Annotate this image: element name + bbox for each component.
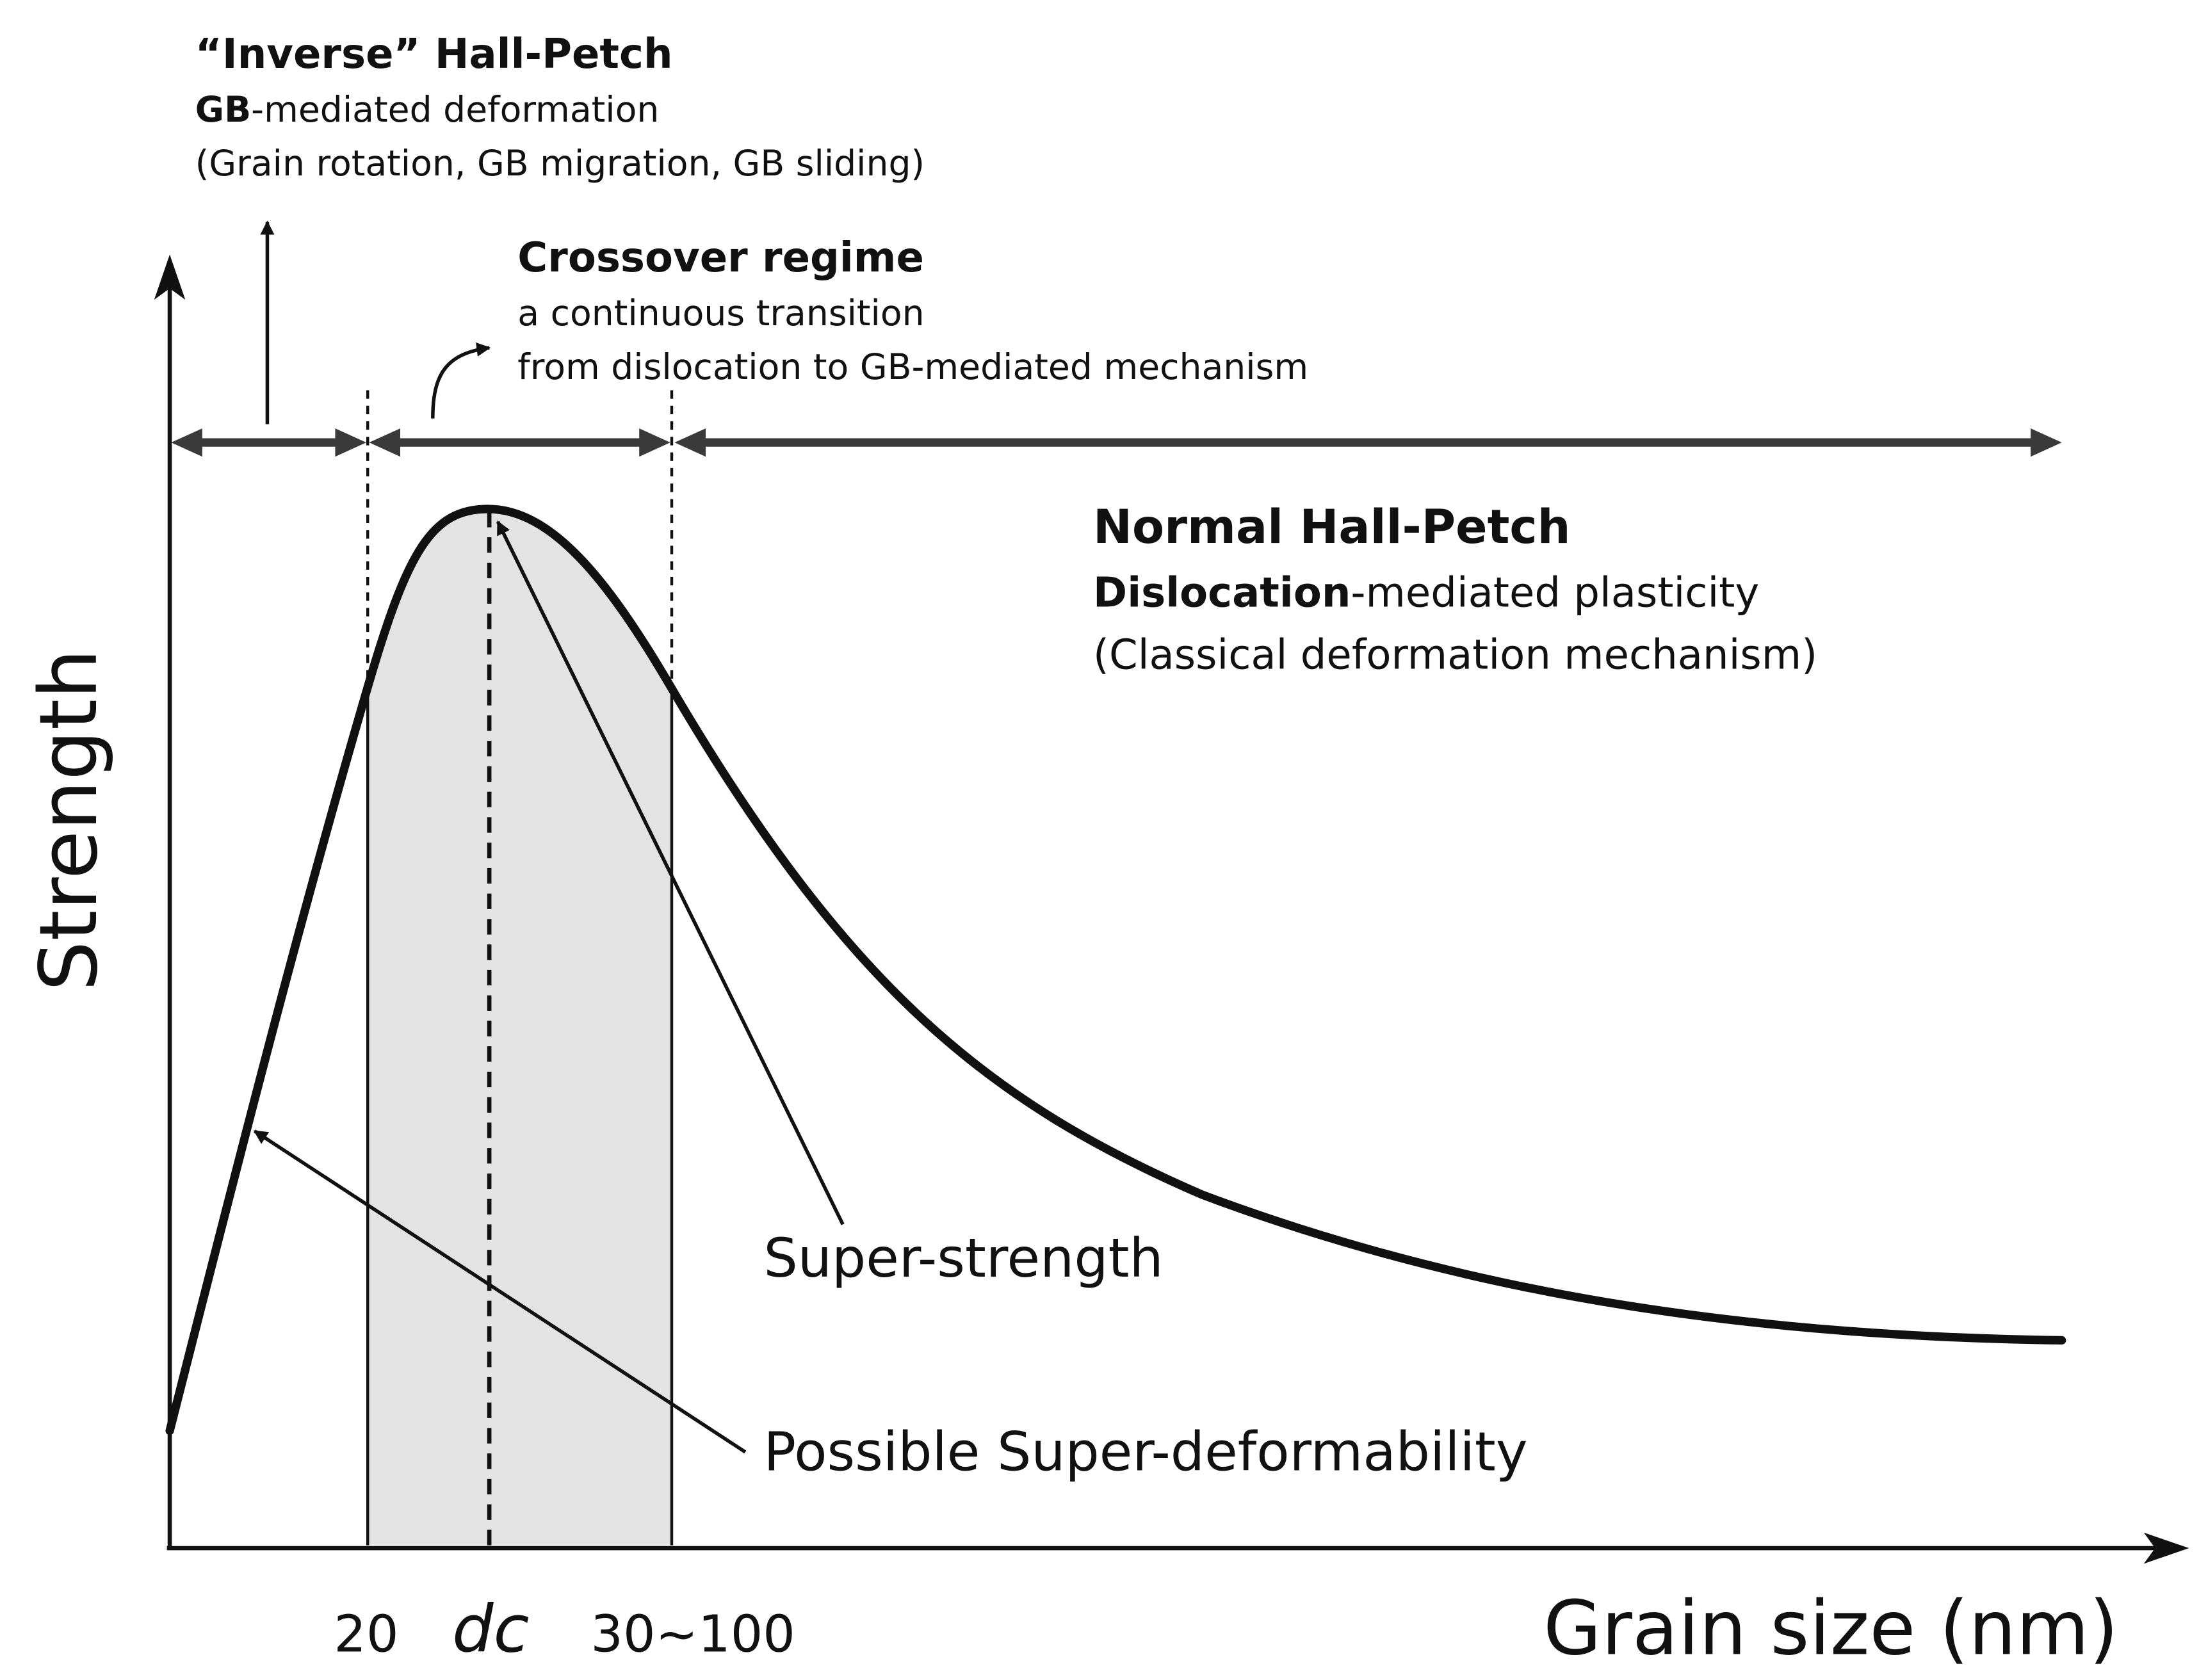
tick-label-30-100: 30~100: [590, 1604, 795, 1663]
normal-hp-subtitle: Dislocation-mediated plasticity: [1093, 569, 1759, 617]
inverse-hp-mediated: -mediated deformation: [251, 90, 659, 131]
strength-curve: [165, 505, 2066, 1435]
crossover-shaded-region: [368, 508, 672, 1546]
normal-hp-dislocation: Dislocation: [1093, 569, 1351, 617]
inverse-hp-title: “Inverse” Hall-Petch: [195, 31, 673, 78]
super-strength-label: Super-strength: [764, 1227, 1164, 1289]
normal-hp-mediated: -mediated plasticity: [1351, 569, 1759, 617]
tick-label-20: 20: [334, 1604, 398, 1663]
crossover-line3: from dislocation to GB-mediated mechanis…: [517, 347, 1308, 388]
inverse-regime-span-arrow: [171, 428, 367, 457]
x-axis-arrowhead: [2143, 1532, 2189, 1564]
crossover-regime-span-arrow: [369, 428, 670, 457]
crossover-pointer-arrow: [431, 342, 491, 419]
inverse-hp-mechanisms: (Grain rotation, GB migration, GB slidin…: [195, 143, 925, 184]
normal-hp-mechanism: (Classical deformation mechanism): [1093, 632, 1817, 679]
super-deformability-label: Possible Super-deformability: [764, 1421, 1528, 1483]
super-deformability-pointer: [253, 1129, 747, 1454]
y-axis-label: Strength: [23, 649, 115, 991]
inverse-hp-subtitle: GB-mediated deformation: [195, 90, 660, 131]
inverse-hp-gb: GB: [195, 90, 251, 131]
super-strength-pointer: [496, 520, 845, 1225]
y-axis-arrowhead: [154, 254, 186, 300]
x-axis-label: Grain size (nm): [1543, 1585, 2118, 1672]
crossover-line2: a continuous transition: [517, 293, 924, 334]
normal-hp-title: Normal Hall-Petch: [1093, 500, 1570, 554]
crossover-title: Crossover regime: [517, 234, 924, 282]
normal-regime-span-arrow: [674, 428, 2062, 457]
tick-label-dc: dc: [452, 1591, 529, 1667]
